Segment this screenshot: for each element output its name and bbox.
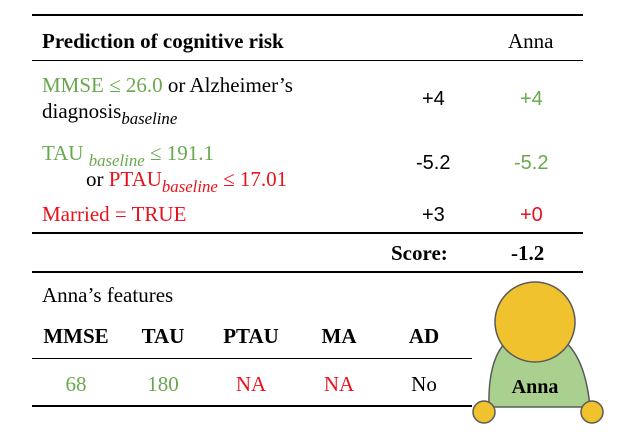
feature-value-ptau: NA <box>235 372 267 396</box>
feature-value-mmse: 68 <box>65 372 87 396</box>
risk-table-person: Anna <box>508 29 554 53</box>
rule-row-2-ptau-condition: or PTAUbaseline ≤ 17.01 <box>86 167 288 195</box>
rule-row-3-anna: +0 <box>520 204 543 226</box>
rule-2-tau: TAU <box>42 141 89 165</box>
rule-1-mmse-condition: MMSE ≤ 26.0 <box>42 73 163 97</box>
score-rule <box>32 271 583 273</box>
features-title: Anna’s features <box>42 283 174 307</box>
score-label: Score: <box>391 241 448 265</box>
avatar-name: Anna <box>511 376 559 398</box>
rule-1-subscript: baseline <box>121 108 178 128</box>
rule-row-3-condition: Married = TRUE <box>42 202 187 226</box>
rule-row-2-tau-condition: TAU baseline ≤ 191.1 <box>42 141 214 169</box>
score-value: -1.2 <box>511 241 545 265</box>
rule-1-diagnosis: diagnosis <box>42 99 122 123</box>
features-bottom-rule <box>32 405 472 407</box>
feature-header-ptau: PTAU <box>223 324 279 348</box>
risk-table-title: Prediction of cognitive risk <box>42 29 284 53</box>
avatar-head <box>494 281 576 363</box>
feature-header-tau: TAU <box>141 324 185 348</box>
feature-header-ad: AD <box>408 324 440 348</box>
rule-2-tau-threshold: ≤ 191.1 <box>144 141 214 165</box>
rule-row-2-anna: -5.2 <box>514 152 549 174</box>
rule-row-3-points: +3 <box>422 204 445 226</box>
rule-2-or: or <box>86 167 109 191</box>
rule-2-tau-subscript: baseline <box>88 150 145 170</box>
feature-header-mmse: MMSE <box>43 324 109 348</box>
feature-value-ma: NA <box>323 372 355 396</box>
rule-1-or-text: or Alzheimer’s <box>162 73 293 97</box>
rule-2-ptau: PTAU <box>108 167 162 191</box>
rule-row-1-anna: +4 <box>520 88 543 110</box>
header-rule <box>32 60 583 61</box>
feature-value-tau: 180 <box>147 372 179 396</box>
rule-2-ptau-subscript: baseline <box>161 176 218 196</box>
table-bottom-rule <box>32 232 583 234</box>
rule-2-ptau-threshold: ≤ 17.01 <box>217 167 288 191</box>
rule-row-1-condition: MMSE ≤ 26.0 or Alzheimer’s diagnosisbase… <box>42 72 293 127</box>
top-rule <box>32 14 583 16</box>
rule-row-2-points: -5.2 <box>416 152 451 174</box>
avatar-left-hand <box>472 400 496 424</box>
rule-row-1-points: +4 <box>422 88 445 110</box>
feature-header-ma: MA <box>321 324 357 348</box>
feature-value-ad: No <box>411 372 437 396</box>
avatar-right-hand <box>580 400 604 424</box>
features-header-rule <box>32 358 472 359</box>
